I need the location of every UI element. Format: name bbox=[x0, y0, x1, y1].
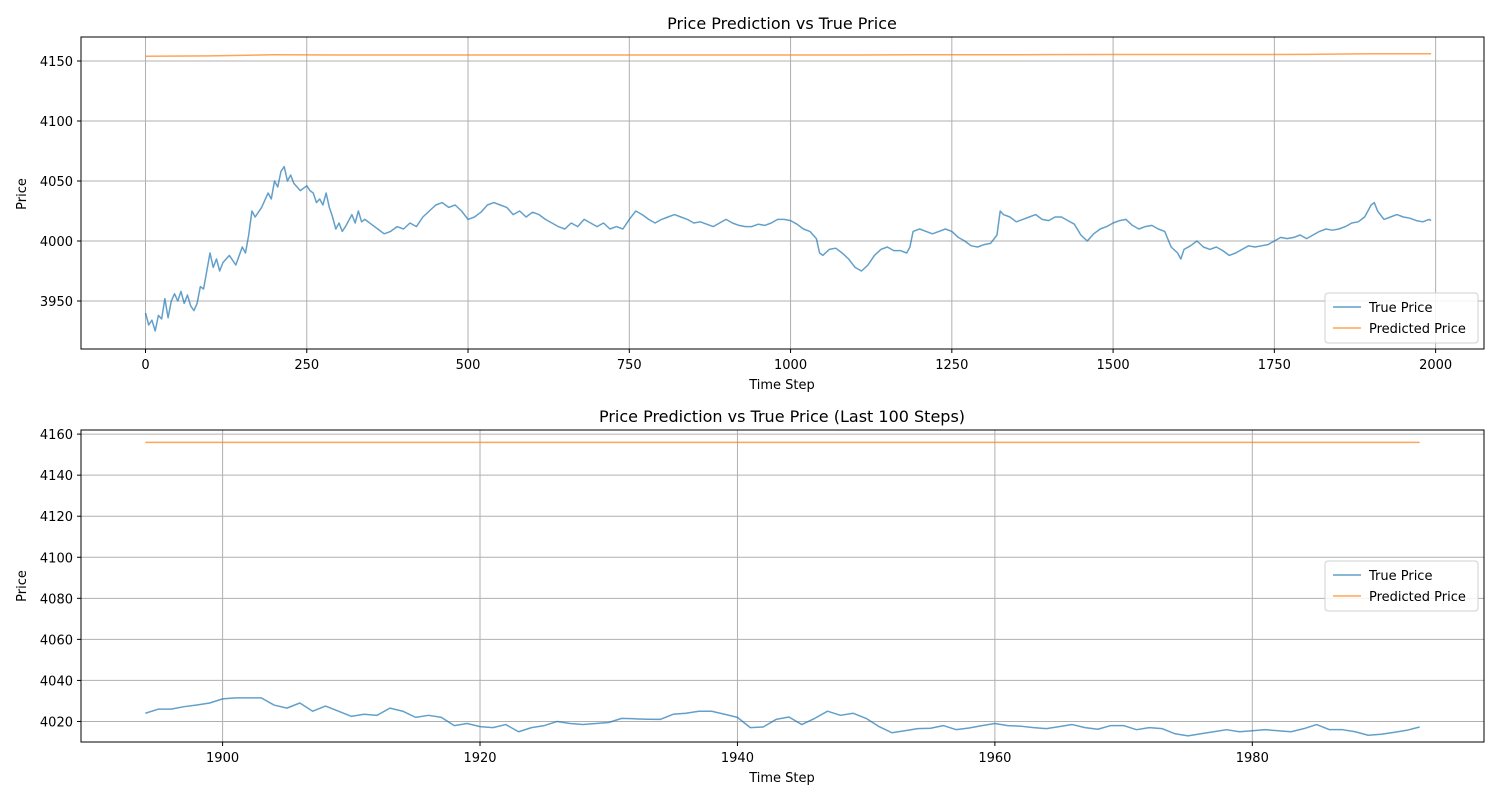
top-series-group bbox=[144, 53, 1432, 332]
bottom-x-axis-label: Time Step bbox=[748, 771, 815, 786]
top-x-tick-label: 750 bbox=[617, 358, 642, 373]
bottom-x-tick-label: 1900 bbox=[206, 751, 239, 766]
top-legend-box bbox=[1324, 292, 1479, 344]
bottom-y-tick-label: 4160 bbox=[40, 428, 73, 443]
bottom-legend: True Price Predicted Price bbox=[1324, 560, 1479, 612]
top-subplot: Price Prediction vs True Price Time Step… bbox=[15, 14, 1485, 393]
top-predicted-price-line bbox=[145, 53, 1432, 57]
top-chart-title: Price Prediction vs True Price bbox=[667, 14, 897, 33]
bottom-true-price-line bbox=[145, 697, 1420, 737]
bottom-y-tick-label: 4020 bbox=[40, 715, 73, 730]
bottom-legend-label-true-price: True Price bbox=[1368, 569, 1432, 584]
bottom-y-tick-label: 4040 bbox=[40, 674, 73, 689]
bottom-y-tick-label: 4100 bbox=[40, 551, 73, 566]
bottom-ticks: 1900 1920 1940 1960 1980 4020 4040 4060 4080 4100… bbox=[40, 428, 1269, 766]
bottom-y-axis-label: Price bbox=[15, 570, 30, 602]
top-x-tick-label: 1500 bbox=[1097, 358, 1130, 373]
top-axes-frame bbox=[80, 36, 1485, 350]
bottom-x-tick-label: 1980 bbox=[1236, 751, 1269, 766]
bottom-y-tick-label: 4060 bbox=[40, 633, 73, 648]
bottom-y-tick-label: 4120 bbox=[40, 510, 73, 525]
top-true-price-line bbox=[144, 165, 1432, 332]
top-legend: True Price Predicted Price bbox=[1324, 292, 1479, 344]
top-ticks: 0 250 500 750 1000 1250 1500 1750 2000 3950 4000 40… bbox=[40, 55, 1452, 373]
bottom-legend-label-predicted-price: Predicted Price bbox=[1369, 590, 1466, 605]
top-x-axis-label: Time Step bbox=[748, 378, 815, 393]
top-x-tick-label: 0 bbox=[141, 358, 149, 373]
bottom-subplot: Price Prediction vs True Price (Last 100… bbox=[15, 407, 1485, 786]
bottom-axes-frame bbox=[80, 429, 1485, 743]
top-y-axis-label: Price bbox=[15, 178, 30, 210]
top-y-tick-label: 4050 bbox=[40, 175, 73, 190]
bottom-chart-title: Price Prediction vs True Price (Last 100… bbox=[599, 407, 965, 426]
top-y-tick-label: 4000 bbox=[40, 235, 73, 250]
top-gridlines bbox=[81, 37, 1484, 349]
bottom-y-tick-label: 4080 bbox=[40, 592, 73, 607]
bottom-x-tick-label: 1940 bbox=[721, 751, 754, 766]
top-legend-label-true-price: True Price bbox=[1368, 301, 1432, 316]
bottom-y-tick-label: 4140 bbox=[40, 469, 73, 484]
top-x-tick-label: 1750 bbox=[1258, 358, 1291, 373]
bottom-gridlines bbox=[81, 430, 1484, 742]
bottom-legend-box bbox=[1324, 560, 1479, 612]
top-x-tick-label: 250 bbox=[294, 358, 319, 373]
top-y-tick-label: 4150 bbox=[40, 55, 73, 70]
bottom-x-tick-label: 1960 bbox=[978, 751, 1011, 766]
top-x-tick-label: 2000 bbox=[1419, 358, 1452, 373]
top-x-tick-label: 1000 bbox=[774, 358, 807, 373]
top-y-tick-label: 4100 bbox=[40, 115, 73, 130]
bottom-x-tick-label: 1920 bbox=[463, 751, 496, 766]
top-y-tick-label: 3950 bbox=[40, 295, 73, 310]
top-legend-label-predicted-price: Predicted Price bbox=[1369, 322, 1466, 337]
top-x-tick-label: 1250 bbox=[935, 358, 968, 373]
bottom-series-group bbox=[145, 441, 1420, 737]
top-x-tick-label: 500 bbox=[456, 358, 481, 373]
